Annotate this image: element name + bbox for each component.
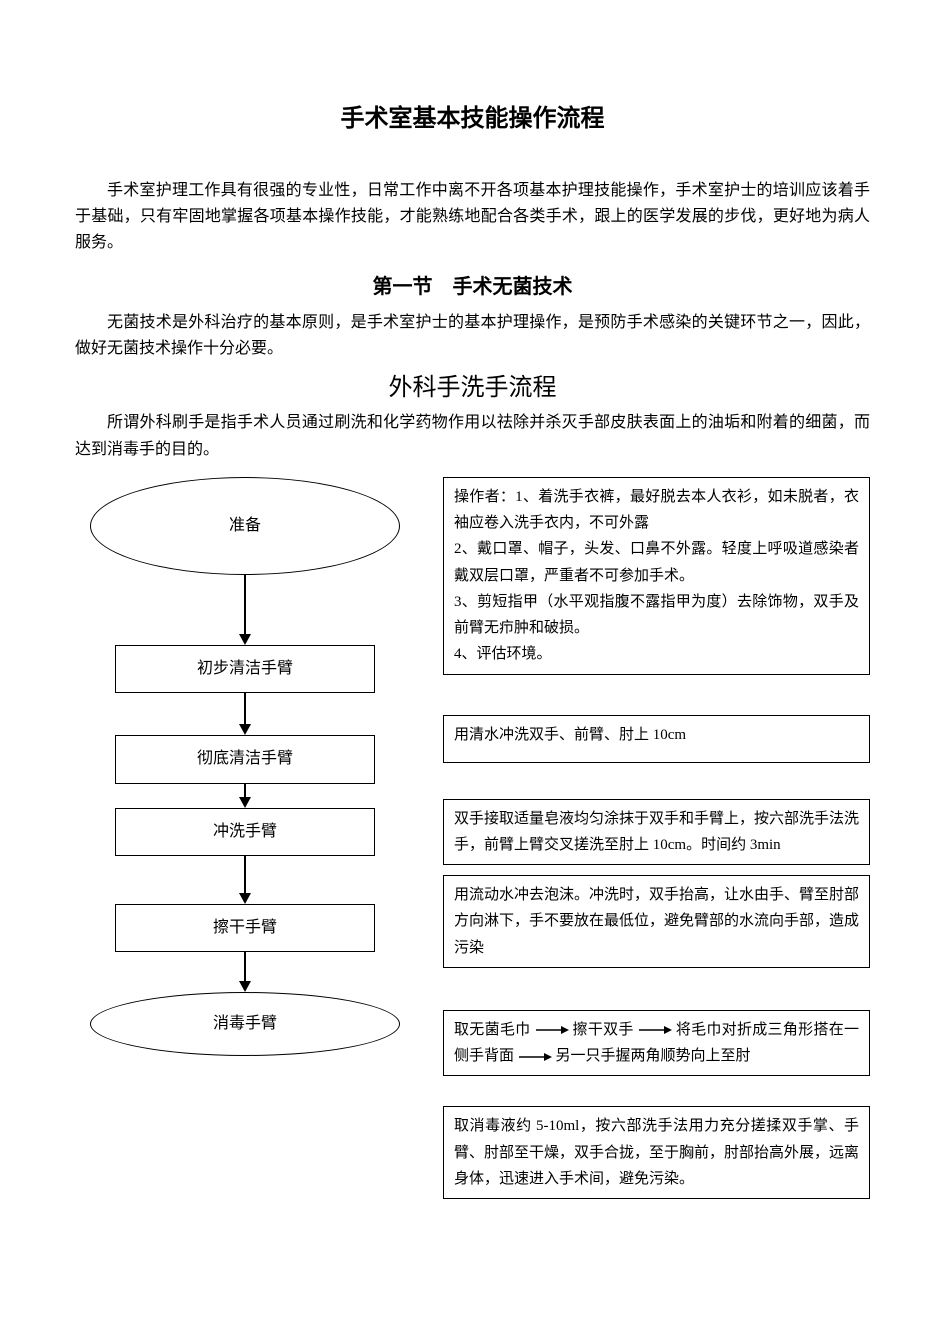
inline-arrow-icon — [535, 1025, 569, 1035]
flow-desc: 用清水冲洗双手、前臂、肘上 10cm — [443, 715, 870, 763]
intro-paragraph: 手术室护理工作具有很强的专业性，日常工作中离不开各项基本护理技能操作，手术室护士… — [75, 178, 870, 257]
flow-desc: 操作者：1、着洗手衣裤，最好脱去本人衣衫，如未脱者，衣袖应卷入洗手衣内，不可外露… — [443, 477, 870, 675]
flow-arrow — [239, 784, 251, 808]
flow-node: 彻底清洁手臂 — [115, 735, 375, 783]
page-title: 手术室基本技能操作流程 — [75, 100, 870, 140]
flow-desc: 双手接取适量皂液均匀涂抹于双手和手臂上，按六部洗手法洗手，前臂上臂交叉搓洗至肘上… — [443, 799, 870, 866]
flow-node: 冲洗手臂 — [115, 808, 375, 856]
flow-node: 擦干手臂 — [115, 904, 375, 952]
flow-node: 准备 — [90, 477, 400, 575]
section-intro: 无菌技术是外科治疗的基本原则，是手术室护士的基本护理操作，是预防手术感染的关键环… — [75, 310, 870, 363]
sub-heading: 外科手洗手流程 — [75, 369, 870, 409]
flow-node: 初步清洁手臂 — [115, 645, 375, 693]
flowchart-nodes-column: 准备初步清洁手臂彻底清洁手臂冲洗手臂擦干手臂消毒手臂 — [75, 477, 415, 1057]
flow-desc: 取无菌毛巾 擦干双手 将毛巾对折成三角形搭在一侧手背面 另一只手握两角顺势向上至… — [443, 1010, 870, 1077]
flow-arrow — [239, 575, 251, 645]
sub-paragraph: 所谓外科刷手是指手术人员通过刷洗和化学药物作用以祛除并杀灭手部皮肤表面上的油垢和… — [75, 410, 870, 463]
flow-desc: 取消毒液约 5-10ml，按六部洗手法用力充分搓揉双手掌、手臂、肘部至干燥，双手… — [443, 1106, 870, 1199]
flow-node: 消毒手臂 — [90, 992, 400, 1056]
inline-arrow-icon — [638, 1025, 672, 1035]
flow-desc: 用流动水冲去泡沫。冲洗时，双手抬高，让水由手、臂至肘部方向淋下，手不要放在最低位… — [443, 875, 870, 968]
flow-arrow — [239, 693, 251, 735]
flowchart: 准备初步清洁手臂彻底清洁手臂冲洗手臂擦干手臂消毒手臂 操作者：1、着洗手衣裤，最… — [75, 477, 870, 1199]
flow-arrow — [239, 856, 251, 904]
flowchart-desc-column: 操作者：1、着洗手衣裤，最好脱去本人衣衫，如未脱者，衣袖应卷入洗手衣内，不可外露… — [443, 477, 870, 1199]
inline-arrow-icon — [518, 1052, 552, 1062]
flow-arrow — [239, 952, 251, 992]
section-heading: 第一节 手术无菌技术 — [75, 271, 870, 304]
